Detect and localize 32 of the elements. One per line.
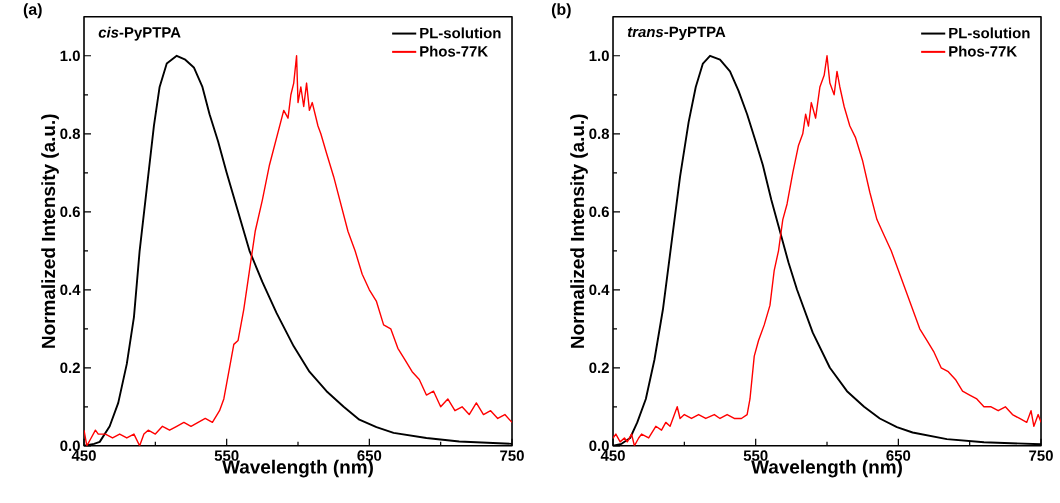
y-tick-label: 0.2 [60,362,80,374]
annotation: cis-PyPTPA [98,26,181,41]
y-tick-label: 0.2 [589,362,609,374]
y-tick-label: 0.8 [589,128,610,140]
y-tick-label: 0.4 [589,284,610,296]
y-tick-label: 0.6 [589,206,609,218]
y-axis-title: Normalized Intensity (a.u.) [570,114,588,348]
chart-title: (a) [23,3,42,19]
legend-label: Phos-77K [420,45,489,57]
x-tick-label: 450 [71,450,96,461]
x-axis-title: Wavelength (nm) [222,459,373,478]
x-tick-label: 750 [500,450,524,461]
x-axis-title: Wavelength (nm) [751,459,902,478]
x-tick-label: 750 [1029,450,1053,461]
legend-label: PL-solution [420,27,501,39]
x-tick-label: 650 [357,450,382,461]
legend-label: PL-solution [949,27,1030,39]
annotation: trans-PyPTPA [627,26,726,41]
x-tick-label: 650 [886,450,911,461]
y-tick-label: 1.0 [60,50,80,62]
y-tick-label: 0.0 [60,440,80,452]
x-tick-label: 550 [214,450,239,461]
y-axis-title: Normalized Intensity (a.u.) [41,114,59,348]
chart-title: (b) [551,3,571,19]
y-tick-label: 0.6 [60,206,80,218]
legend-label: Phos-77K [949,45,1018,57]
x-tick-label: 450 [600,450,625,461]
x-tick-label: 550 [743,450,768,461]
y-tick-label: 1.0 [589,50,609,62]
y-tick-label: 0.0 [589,440,609,452]
y-tick-label: 0.4 [60,284,81,296]
y-tick-label: 0.8 [60,128,81,140]
